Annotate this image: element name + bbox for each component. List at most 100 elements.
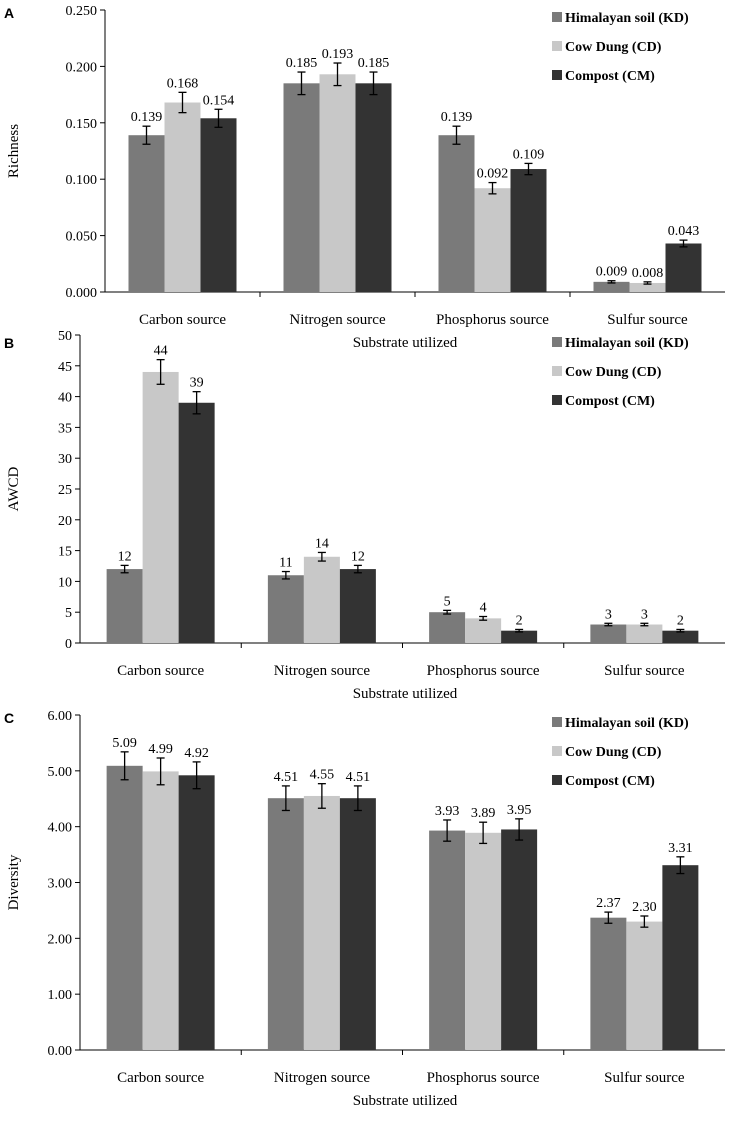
chart-panel-c: C 0.00 1.00 2.00 3.00 4.00 5.00 6.00 Diversity Ca… [4, 709, 725, 1109]
legend-entry: Himalayan soil (KD) [565, 336, 689, 351]
bar [303, 556, 340, 643]
x-tick-label: Carbon source [139, 312, 226, 328]
data-label: 12 [351, 549, 365, 564]
bar [474, 188, 511, 292]
bar [106, 765, 143, 1050]
data-label: 2.30 [632, 900, 657, 915]
y-tick-label: 30 [58, 452, 72, 467]
legend-swatch [552, 717, 562, 727]
bar [593, 281, 630, 292]
x-axis-label: Substrate utilized [353, 686, 458, 702]
data-label: 4.92 [184, 746, 209, 761]
y-tick-label: 6.00 [48, 709, 73, 724]
data-label: 12 [118, 549, 132, 564]
bar [429, 830, 466, 1050]
legend-entry: Compost (CM) [565, 69, 655, 84]
y-axis-label: AWCD [6, 467, 22, 512]
bar [510, 169, 547, 292]
legend-swatch [552, 366, 562, 376]
legend-swatch [552, 337, 562, 347]
bar [178, 402, 215, 643]
data-label: 0.009 [596, 265, 628, 280]
bar [590, 624, 627, 643]
y-tick-label: 45 [58, 360, 72, 375]
data-label: 3.95 [507, 803, 532, 818]
data-label: 14 [315, 536, 329, 551]
bar [465, 618, 502, 643]
x-tick-label: Sulfur source [607, 312, 688, 328]
data-label: 11 [279, 556, 292, 571]
data-label: 0.168 [167, 76, 199, 91]
legend-entry: Cow Dung (CD) [565, 40, 662, 55]
bar [267, 798, 304, 1050]
bar [200, 118, 237, 293]
bar [283, 83, 320, 292]
y-tick-label: 5 [65, 606, 72, 621]
y-tick-label: 1.00 [48, 988, 73, 1003]
y-tick-label: 4.00 [48, 821, 73, 836]
bar [319, 74, 356, 293]
y-tick-label: 15 [58, 545, 72, 560]
data-label: 5.09 [112, 736, 137, 751]
data-label: 0.092 [477, 167, 509, 182]
y-tick-label: 10 [58, 575, 72, 590]
x-tick-label: Phosphorus source [427, 663, 540, 679]
data-label: 0.109 [513, 147, 545, 162]
x-tick-label: Carbon source [117, 1070, 204, 1086]
legend-entry: Himalayan soil (KD) [565, 716, 689, 731]
data-label: 4 [480, 601, 487, 616]
legend-swatch [552, 775, 562, 785]
legend-entry: Compost (CM) [565, 394, 655, 409]
data-label: 3 [641, 607, 648, 622]
x-tick-label: Nitrogen source [289, 312, 386, 328]
data-label: 44 [154, 344, 168, 359]
bar [128, 135, 165, 292]
y-tick-label: 20 [58, 514, 72, 529]
bar [164, 102, 201, 292]
data-label: 4.55 [310, 768, 335, 783]
x-tick-label: Sulfur source [604, 663, 685, 679]
data-label: 0.139 [131, 110, 163, 125]
y-tick-label: 50 [58, 329, 72, 344]
x-axis-label: Substrate utilized [353, 1093, 458, 1109]
legend-swatch [552, 746, 562, 756]
panel-label: A [4, 5, 14, 21]
bar [303, 795, 340, 1050]
bar [590, 917, 627, 1050]
legend-entry: Compost (CM) [565, 774, 655, 789]
data-label: 2.37 [596, 896, 621, 911]
data-label: 3.89 [471, 806, 496, 821]
data-label: 4.99 [148, 742, 173, 757]
data-label: 5 [444, 594, 451, 609]
bar [629, 282, 666, 292]
data-label: 0.185 [286, 56, 318, 71]
y-tick-label: 0 [65, 637, 72, 652]
y-tick-label: 0.200 [66, 60, 98, 75]
x-tick-label: Carbon source [117, 663, 204, 679]
data-label: 0.154 [203, 93, 235, 108]
panel-label: B [4, 335, 14, 351]
data-label: 0.139 [441, 110, 473, 125]
bar [626, 921, 663, 1050]
data-label: 39 [190, 376, 204, 391]
legend-swatch [552, 12, 562, 22]
y-tick-label: 2.00 [48, 932, 73, 947]
bar [438, 135, 475, 292]
y-tick-label: 0.150 [66, 117, 98, 132]
y-tick-label: 3.00 [48, 877, 73, 892]
legend-entry: Cow Dung (CD) [565, 745, 662, 760]
x-tick-label: Nitrogen source [274, 663, 371, 679]
y-tick-label: 35 [58, 421, 72, 436]
data-label: 4.51 [274, 770, 299, 785]
y-tick-label: 5.00 [48, 765, 73, 780]
bar [626, 624, 663, 643]
bar [355, 83, 392, 292]
y-tick-label: 25 [58, 483, 72, 498]
bar [339, 569, 376, 643]
bar [429, 612, 466, 643]
bar [142, 771, 179, 1050]
panel-label: C [4, 710, 14, 726]
bar [339, 798, 376, 1050]
